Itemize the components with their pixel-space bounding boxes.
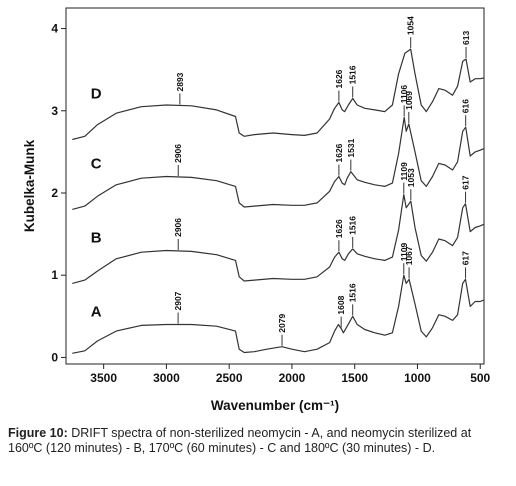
y-tick-label: 0 [51, 350, 58, 364]
caption-text: DRIFT spectra of non-sterilized neomycin… [8, 426, 472, 455]
drift-spectra-chart: 3500 3000 2500 2000 1500 1000 500 0 1 2 3 4 A B C D 29… [22, 7, 491, 413]
x-tick-label: 1000 [404, 371, 431, 385]
peak-label: 1516 [348, 283, 358, 302]
plot-frame [65, 7, 485, 365]
peak-label: 1626 [334, 219, 344, 238]
x-axis-title: Wavenumber (cm⁻¹) [211, 398, 339, 413]
peak-label: 1053 [406, 168, 416, 187]
series-line-B [72, 194, 485, 284]
peak-label: 1531 [346, 138, 356, 157]
x-tick-label: 2000 [279, 371, 306, 385]
peak-label: 2906 [173, 144, 183, 163]
peak-label: 1106 [399, 85, 409, 104]
series-line-A [72, 274, 485, 354]
peak-label: 1516 [348, 65, 358, 84]
series-line-D [72, 48, 485, 141]
peak-label: 1109 [399, 162, 409, 181]
peak-label: 1054 [406, 16, 416, 35]
peak-label: 2079 [277, 314, 287, 333]
x-tick-label: 500 [470, 371, 490, 385]
y-tick-label: 4 [51, 22, 58, 36]
axis-ticks: 3500 3000 2500 2000 1500 1000 500 0 1 2 3 4 [51, 22, 490, 385]
peak-label: 1109 [399, 242, 409, 261]
caption-label: Figure 10: [8, 426, 68, 440]
peak-label: 1069 [404, 91, 414, 110]
peak-label: 1516 [348, 216, 358, 235]
peak-label: 2906 [173, 218, 183, 237]
x-tick-label: 2500 [216, 371, 243, 385]
peak-label: 616 [461, 99, 471, 113]
series-label-D: D [91, 85, 102, 102]
peak-label: 1608 [336, 295, 346, 314]
x-tick-label: 1500 [341, 371, 368, 385]
peak-label: 1067 [404, 246, 414, 265]
peak-label: 613 [461, 31, 471, 45]
peak-label: 2893 [175, 72, 185, 91]
spectra-series: A B C D [72, 48, 485, 354]
x-tick-label: 3500 [90, 371, 117, 385]
peak-label: 617 [461, 175, 471, 189]
x-tick-label: 3000 [153, 371, 180, 385]
peak-label: 2907 [173, 291, 183, 310]
series-line-C [72, 116, 485, 210]
y-tick-label: 1 [51, 268, 58, 282]
series-label-C: C [91, 155, 102, 172]
peak-label: 1626 [334, 143, 344, 162]
y-tick-label: 3 [51, 104, 58, 118]
peak-label: 617 [461, 251, 471, 265]
figure-caption: Figure 10: DRIFT spectra of non-steriliz… [8, 426, 508, 456]
peak-label: 1626 [334, 69, 344, 88]
series-label-A: A [91, 303, 102, 320]
y-axis-title: Kubelka-Munk [22, 139, 37, 232]
series-label-B: B [91, 229, 102, 246]
y-tick-label: 2 [51, 186, 58, 200]
